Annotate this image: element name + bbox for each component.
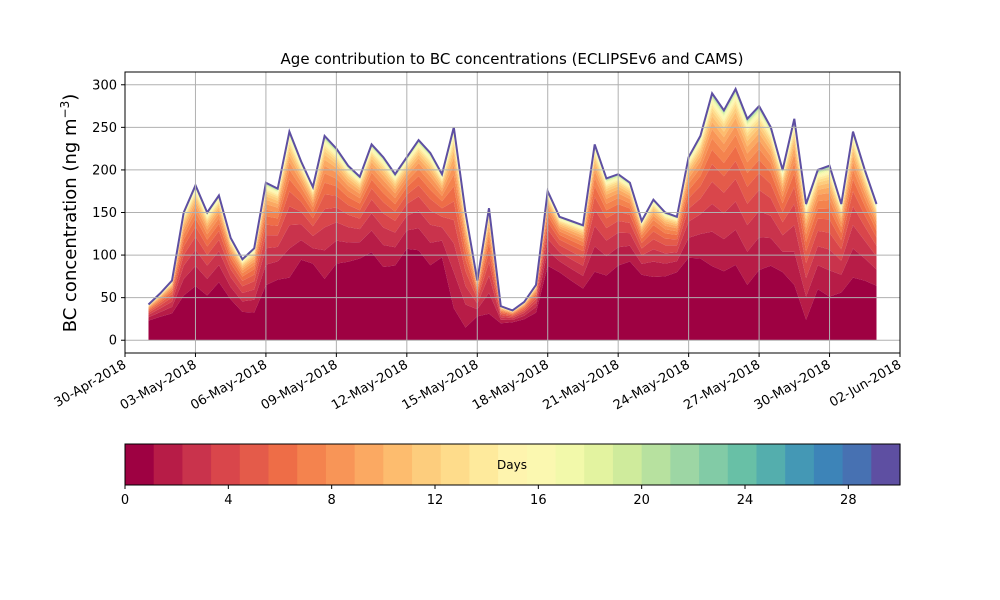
colorbar-swatch: [498, 444, 528, 485]
x-tick-label: 15-May-2018: [400, 357, 482, 413]
colorbar-swatch: [555, 444, 585, 485]
colorbar-swatch: [412, 444, 442, 485]
y-axis-label: BC concentration (ng m−3): [58, 94, 81, 333]
age-layer-0: [148, 248, 877, 341]
colorbar-swatch: [297, 444, 327, 485]
x-tick-label: 02-Jun-2018: [827, 357, 904, 410]
colorbar-tick-label: 16: [530, 493, 547, 508]
colorbar-swatch: [727, 444, 758, 485]
age-layer-9: [148, 112, 877, 313]
colorbar-tick-label: 4: [224, 493, 232, 508]
grid-lines: [124, 72, 901, 353]
y-tick-label: 50: [100, 291, 117, 306]
y-tick-label: 250: [92, 121, 117, 136]
x-tick-label: 03-May-2018: [118, 357, 200, 413]
colorbar-tick-label: 24: [737, 493, 754, 508]
colorbar-swatch: [641, 444, 671, 485]
colorbar-tick-label: 20: [633, 493, 650, 508]
x-tick-label: 30-Apr-2018: [52, 357, 129, 410]
x-tick-label: 21-May-2018: [541, 357, 623, 413]
colorbar-swatch: [239, 444, 270, 485]
colorbar-swatch: [842, 444, 872, 485]
age-layer-10: [148, 107, 877, 312]
x-tick-label: 18-May-2018: [470, 357, 552, 413]
colorbar-tick-label: 0: [121, 493, 129, 508]
colorbar-swatch: [354, 444, 384, 485]
colorbar-label: Days: [497, 458, 527, 472]
x-tick-label: 09-May-2018: [259, 357, 341, 413]
colorbar-swatch: [756, 444, 786, 485]
colorbar-swatch: [440, 444, 471, 485]
colorbar-tick-label: 12: [427, 493, 444, 508]
colorbar: 0 4 8 12 16 20 24 28: [121, 443, 901, 508]
colorbar-swatch: [182, 444, 212, 485]
colorbar-swatch: [268, 444, 298, 485]
y-tick-label: 150: [92, 206, 117, 221]
age-layer-7: [148, 125, 877, 314]
age-layer-8: [148, 118, 877, 313]
chart-title: Age contribution to BC concentrations (E…: [281, 50, 744, 68]
y-tick-label: 200: [92, 163, 117, 178]
colorbar-swatch: [584, 444, 614, 485]
y-tick-label: 100: [92, 249, 117, 264]
colorbar-swatch: [699, 444, 729, 485]
colorbar-swatch: [125, 444, 155, 485]
x-tick-label: 27-May-2018: [681, 357, 763, 413]
colorbar-swatch: [670, 444, 700, 485]
y-tick-label: 0: [109, 334, 117, 349]
total-outline: [147, 86, 878, 312]
colorbar-swatch: [871, 444, 901, 485]
age-layer-11: [148, 103, 877, 312]
age-layer-4: [148, 161, 877, 317]
plot-area: [147, 86, 878, 341]
age-layer-5: [148, 146, 877, 316]
age-layer-1: [148, 228, 877, 328]
age-layer-2: [148, 201, 877, 320]
age-layer-3: [148, 179, 877, 319]
age-layer-6: [148, 135, 877, 315]
colorbar-swatch: [785, 444, 815, 485]
colorbar-swatch: [526, 444, 557, 485]
colorbar-swatch: [612, 444, 643, 485]
colorbar-tick-label: 28: [840, 493, 857, 508]
colorbar-swatch: [469, 444, 499, 485]
x-tick-label: 06-May-2018: [188, 357, 270, 413]
colorbar-tick-label: 8: [328, 493, 336, 508]
colorbar-swatch: [325, 444, 356, 485]
colorbar-swatch: [813, 444, 844, 485]
colorbar-swatch: [383, 444, 413, 485]
colorbar-swatch: [153, 444, 184, 485]
x-tick-label: 12-May-2018: [329, 357, 411, 413]
x-tick-label: 24-May-2018: [611, 357, 693, 413]
colorbar-swatch: [211, 444, 241, 485]
y-tick-label: 300: [92, 78, 117, 93]
x-tick-label: 30-May-2018: [752, 357, 834, 413]
colorbar-frame: [124, 443, 901, 486]
